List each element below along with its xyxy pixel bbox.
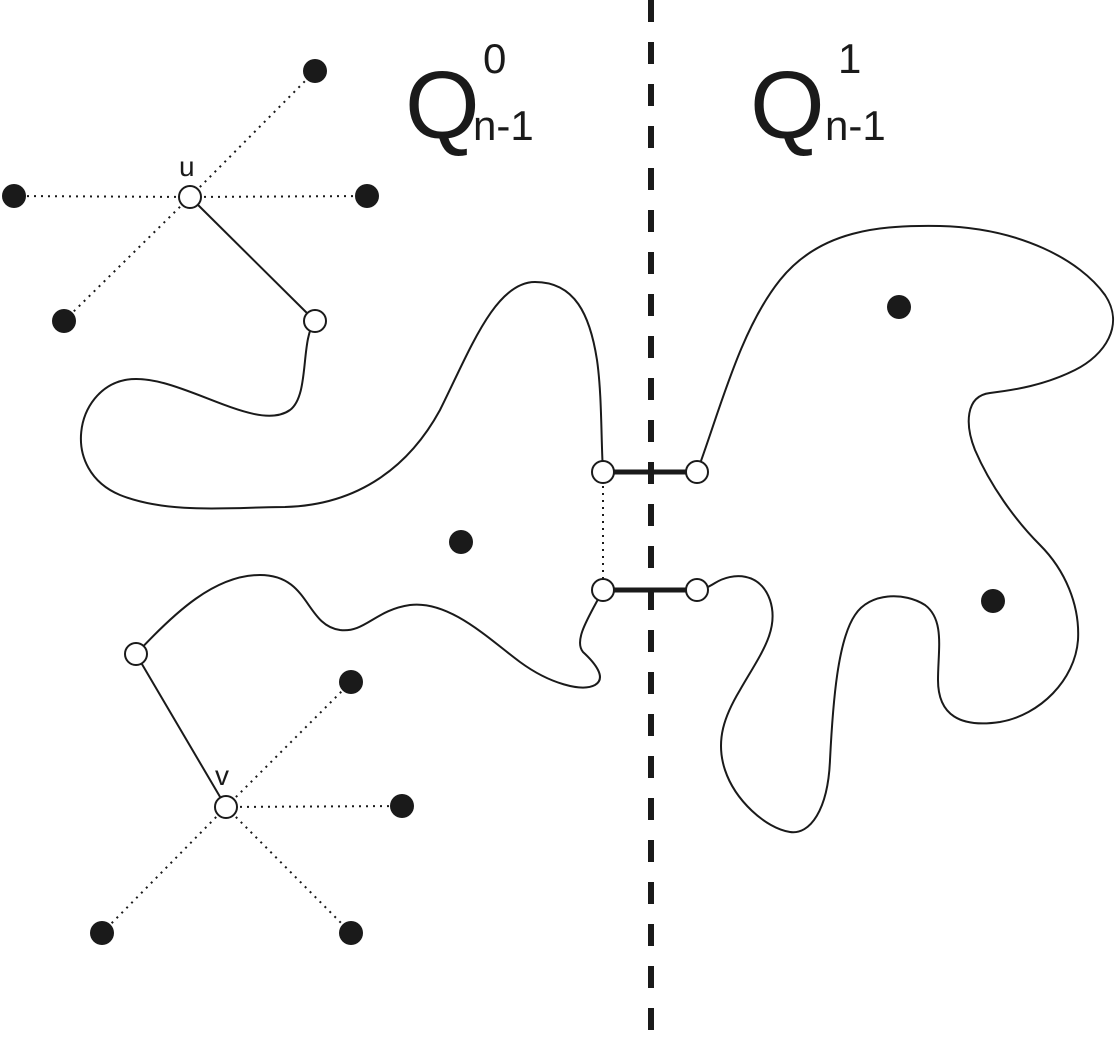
u-edge-right xyxy=(189,195,368,198)
filled-vertex-u-left xyxy=(2,184,26,208)
v-edge-top-right xyxy=(225,681,352,808)
u-solid-edge xyxy=(189,196,316,322)
filled-vertex-u-top-right xyxy=(303,59,327,83)
path-q0-lower xyxy=(135,573,604,689)
open-vertex-u xyxy=(178,185,202,209)
path-q1-upper xyxy=(696,224,1115,834)
open-vertices xyxy=(124,185,709,819)
filled-vertex-v-right xyxy=(390,794,414,818)
open-vertex-v xyxy=(214,795,238,819)
filled-vertex-q0-center xyxy=(449,530,473,554)
open-vertex-upper-bridge-left xyxy=(591,460,615,484)
label-q1-subscript: n-1 xyxy=(825,102,886,149)
open-vertex-upper-bridge-right xyxy=(685,460,709,484)
label-q0-letter: Q xyxy=(405,52,480,159)
u-edge-bottom-left xyxy=(63,196,191,322)
label-q1-superscript: 1 xyxy=(838,35,862,82)
u-dotted-edges xyxy=(13,70,368,322)
u-edge-top-right xyxy=(189,70,316,198)
filled-vertex-v-top-right xyxy=(339,670,363,694)
filled-vertex-q1-upper xyxy=(887,295,911,319)
vertex-label-u: u xyxy=(179,151,195,182)
filled-vertex-v-bottom-left xyxy=(90,921,114,945)
filled-vertex-u-bottom-left xyxy=(52,309,76,333)
v-edge-right xyxy=(225,805,403,808)
path-q0-upper xyxy=(79,280,604,510)
v-dotted-edges xyxy=(101,681,403,934)
open-vertex-u-neighbor xyxy=(303,309,327,333)
label-q0-n-1: Q 0 n-1 xyxy=(405,38,534,154)
filled-vertex-u-right xyxy=(355,184,379,208)
label-q1-letter: Q xyxy=(750,52,825,159)
open-vertex-lower-bridge-left xyxy=(591,578,615,602)
v-edge-bottom-left xyxy=(101,806,227,934)
filled-vertex-v-bottom-right xyxy=(339,921,363,945)
filled-vertex-q1-lower xyxy=(981,589,1005,613)
open-vertex-lower-bridge-right xyxy=(685,578,709,602)
vertex-label-v: v xyxy=(215,760,229,791)
u-edge-left xyxy=(13,195,191,198)
label-q0-subscript: n-1 xyxy=(473,102,534,149)
label-q0-superscript: 0 xyxy=(483,35,507,82)
filled-vertices xyxy=(2,59,1005,945)
label-q1-n-1: Q 1 n-1 xyxy=(750,38,886,154)
open-vertex-v-neighbor xyxy=(124,642,148,666)
v-edge-bottom-right xyxy=(225,806,352,934)
v-solid-edge xyxy=(135,653,227,808)
